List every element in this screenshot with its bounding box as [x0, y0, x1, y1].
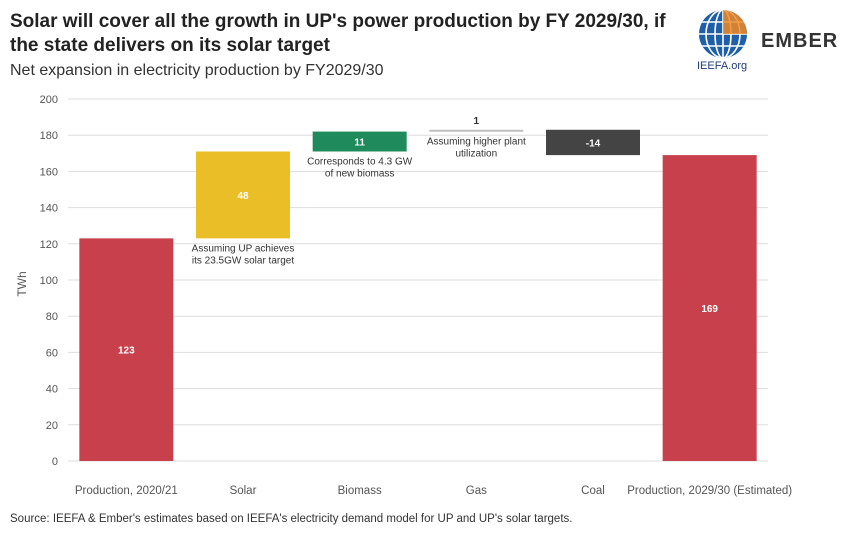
bar — [429, 129, 524, 132]
data-label: 169 — [701, 304, 718, 315]
annotation-text: its 23.5GW solar target — [192, 255, 294, 266]
ieefa-logo-text: IEEFA.org — [697, 60, 748, 72]
y-tick-label: 40 — [46, 384, 58, 396]
bar — [546, 129, 640, 156]
annotation-text: utilization — [455, 149, 497, 160]
ember-logo: EMBER — [761, 30, 839, 52]
annotation-text: Corresponds to 4.3 GW — [307, 156, 413, 167]
bar — [312, 131, 407, 152]
data-label: -14 — [586, 138, 601, 149]
x-tick-label: Coal — [581, 485, 605, 497]
data-label: 11 — [354, 138, 365, 149]
x-tick-label: Production, 2029/30 (Estimated) — [627, 485, 792, 497]
chart-title: Solar will cover all the growth in UP's … — [10, 11, 666, 56]
annotation-text: Assuming higher plant — [427, 137, 526, 148]
bar — [662, 155, 757, 462]
y-tick-label: 0 — [52, 456, 58, 468]
y-axis: 0 20 40 60 80 100 120 140 160 180 200 — [40, 94, 58, 468]
y-tick-label: 160 — [40, 166, 58, 178]
data-label: 123 — [118, 346, 135, 357]
x-tick-label: Production, 2020/21 — [75, 485, 178, 497]
annotation-text: Assuming UP achieves — [192, 243, 295, 254]
source-note: Source: IEEFA & Ember's estimates based … — [10, 513, 573, 525]
x-axis: Production, 2020/21 Solar Biomass Gas Coal Pr… — [75, 485, 792, 497]
data-label: 48 — [237, 191, 249, 202]
chart-subtitle: Net expansion in electricity production … — [10, 62, 384, 79]
y-tick-label: 20 — [46, 420, 58, 432]
y-tick-label: 140 — [40, 203, 58, 215]
annotation-text: of new biomass — [325, 168, 394, 179]
y-tick-label: 180 — [40, 130, 58, 142]
y-tick-label: 120 — [40, 239, 58, 251]
bar — [79, 238, 174, 461]
x-tick-label: Gas — [466, 485, 487, 497]
x-tick-label: Biomass — [338, 485, 382, 497]
grid-lines — [68, 98, 768, 462]
y-tick-label: 200 — [40, 94, 58, 106]
bar — [196, 151, 290, 239]
y-axis-label: TWh — [15, 271, 29, 296]
data-label: 1 — [474, 116, 480, 127]
globe-icon — [699, 10, 747, 58]
y-tick-label: 60 — [46, 347, 58, 359]
x-tick-label: Solar — [230, 485, 257, 497]
y-tick-label: 100 — [40, 275, 58, 287]
y-tick-label: 80 — [46, 311, 58, 323]
